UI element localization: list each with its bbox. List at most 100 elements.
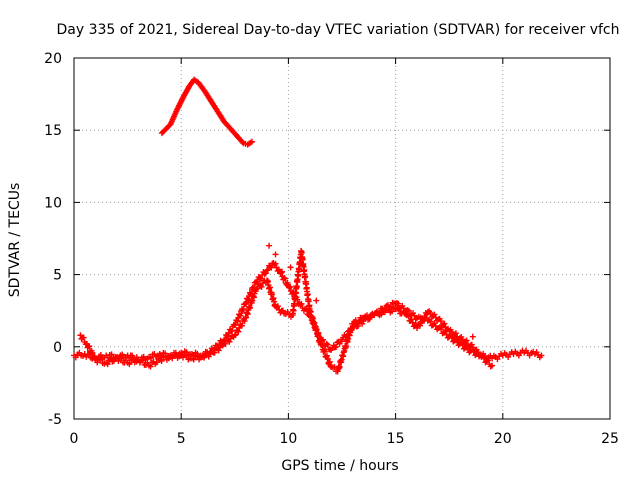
trace-mark-main-trace-a [355, 322, 362, 329]
trace-mark-main-trace-b [279, 307, 286, 314]
data-point-spikes [469, 333, 476, 340]
trace-mark-main-trace-b [215, 347, 222, 354]
trace-mark-main-trace-a [272, 260, 279, 267]
trace-mark-main-trace-b [89, 349, 96, 356]
trace-mark-main-trace-b [190, 356, 197, 363]
trace-mark-main-trace-b [321, 348, 328, 355]
trace-mark-main-trace-b [408, 316, 415, 323]
trace-mark-main-trace-b [211, 349, 218, 356]
trace-mark-main-trace-b [147, 363, 154, 370]
trace-mark-main-trace-b [153, 359, 160, 366]
trace-mark-main-trace-b [331, 364, 338, 371]
data-points [71, 76, 545, 375]
y-tick-label: 20 [44, 51, 62, 67]
y-tick-label: 15 [44, 123, 62, 139]
trace-mark-main-trace-b [427, 309, 434, 316]
trace-mark-main-trace-a [333, 343, 340, 350]
trace-mark-main-trace-a [286, 284, 293, 291]
trace-mark-main-trace-b [158, 358, 165, 365]
data-point-spikes [266, 242, 273, 249]
trace-mark-main-trace-a [284, 279, 291, 286]
trace-mark-main-trace-b [431, 311, 438, 318]
data-point-spikes [278, 268, 285, 275]
trace-mark-main-trace-a [129, 352, 136, 359]
trace-mark-main-trace-b [323, 352, 330, 359]
trace-mark-main-trace-b [126, 361, 133, 368]
trace-mark-main-trace-b [389, 308, 396, 315]
trace-mark-main-trace-b [139, 357, 146, 364]
trace-mark-main-trace-b [222, 340, 229, 347]
y-tick-label: -5 [48, 412, 62, 428]
trace-mark-main-trace-b [378, 311, 385, 318]
trace-mark-main-trace-b [419, 316, 426, 323]
trace-mark-main-trace-a [240, 305, 247, 312]
trace-mark-main-trace-a [323, 340, 330, 347]
trace-mark-main-trace-b [452, 330, 459, 337]
trace-mark-main-trace-b [80, 334, 87, 341]
data-point-spikes [287, 264, 294, 271]
trace-mark-main-trace-b [468, 341, 475, 348]
trace-mark-main-trace-b [86, 343, 93, 350]
trace-mark-main-trace-a [438, 326, 445, 333]
trace-mark-main-trace-b [238, 322, 245, 329]
trace-mark-main-trace-a [268, 264, 275, 271]
trace-mark-main-trace-a [281, 275, 288, 282]
trace-mark-main-trace-b [473, 346, 480, 353]
x-tick-label: 25 [601, 431, 619, 447]
trace-mark-main-trace-a [388, 303, 395, 310]
trace-mark-main-trace-b [104, 361, 111, 368]
data-point-high-arc [248, 138, 255, 145]
trace-mark-main-trace-a [406, 308, 412, 315]
x-tick-label: 20 [494, 431, 512, 447]
trace-mark-main-trace-b [91, 353, 98, 360]
trace-mark-main-trace-a [237, 312, 244, 319]
trace-mark-main-trace-b [318, 341, 325, 348]
y-tick-label: 10 [44, 195, 62, 211]
trace-mark-main-trace-a [298, 300, 305, 307]
y-tick-label: 0 [53, 340, 62, 356]
axis-ticks [73, 57, 611, 420]
plot-frame [73, 57, 611, 420]
trace-mark-main-trace-b [420, 317, 427, 324]
data-point-spikes [272, 251, 279, 258]
trace-mark-main-trace-b [207, 351, 214, 358]
trace-mark-main-trace-b [472, 347, 479, 354]
trace-mark-main-trace-b [463, 337, 470, 344]
trace-mark-main-trace-b [405, 313, 412, 320]
data-point-main-trace-a [538, 352, 545, 359]
trace-mark-main-trace-a [262, 270, 269, 277]
trace-mark-main-trace-b [183, 352, 190, 359]
data-point-spikes [313, 297, 320, 304]
trace-mark-main-trace-b [118, 355, 125, 362]
trace-mark-main-trace-b [367, 314, 374, 321]
trace-mark-high-arc [239, 138, 246, 145]
trace-mark-main-trace-a [287, 283, 294, 290]
trace-mark-main-trace-b [241, 318, 248, 325]
y-tick-labels: -5 0 5 10 15 20 [44, 51, 62, 428]
trace-mark-main-trace-a [267, 263, 274, 270]
trace-mark-main-trace-a [324, 341, 331, 348]
trace-mark-main-trace-a [119, 351, 126, 358]
trace-mark-main-trace-b [485, 357, 492, 364]
trace-mark-main-trace-b [274, 303, 281, 310]
trace-mark-main-trace-b [416, 322, 423, 329]
trace-mark-main-trace-b [258, 283, 265, 290]
data-point-main-trace-a [263, 267, 270, 274]
x-axis-label: GPS time / hours [281, 458, 398, 474]
trace-mark-main-trace-b [235, 328, 242, 335]
x-tick-label: 0 [70, 431, 79, 447]
data-point-main-trace-b [489, 362, 496, 369]
x-tick-labels: 0 5 10 15 20 25 [70, 431, 619, 447]
chart-title: Day 335 of 2021, Sidereal Day-to-day VTE… [56, 22, 619, 38]
trace-mark-main-trace-b [437, 318, 444, 325]
data-point-spikes [326, 361, 333, 368]
trace-mark-main-trace-b [355, 318, 362, 325]
trace-mark-main-trace-b [441, 320, 448, 327]
trace-mark-main-trace-b [201, 354, 208, 361]
grid-lines [74, 58, 610, 419]
trace-mark-main-trace-a [427, 318, 434, 325]
x-tick-label: 10 [279, 431, 297, 447]
x-tick-label: 5 [177, 431, 186, 447]
